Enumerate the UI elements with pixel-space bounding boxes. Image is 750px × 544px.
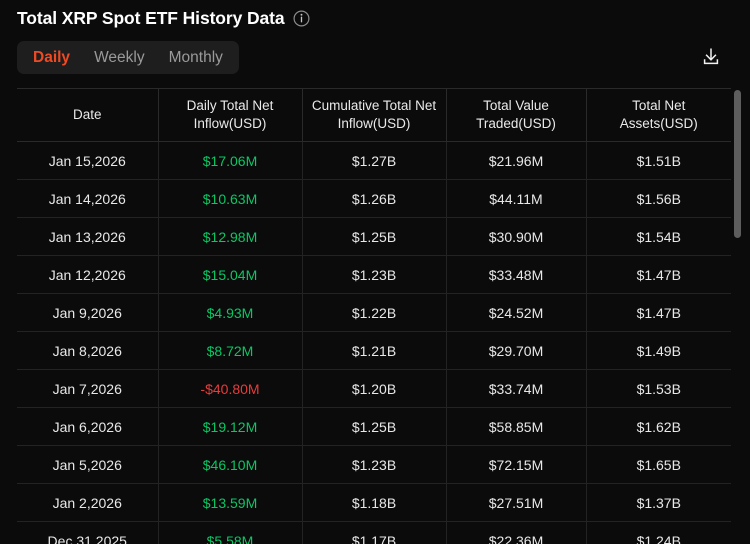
info-circle-icon[interactable] bbox=[293, 10, 311, 28]
tab-daily[interactable]: Daily bbox=[33, 48, 71, 66]
cell-total-net-assets: $1.65B bbox=[586, 445, 731, 484]
cell-total-value-traded: $21.96M bbox=[446, 141, 587, 180]
download-icon bbox=[700, 46, 722, 68]
cell-daily-net-inflow: $8.72M bbox=[158, 331, 303, 370]
cell-cumulative-net-inflow: $1.18B bbox=[302, 483, 447, 522]
cell-cumulative-net-inflow: $1.25B bbox=[302, 407, 447, 446]
table-row[interactable]: Jan 15,2026 $17.06M $1.27B $21.96M $1.51B bbox=[17, 141, 731, 180]
table-row[interactable]: Jan 12,2026 $15.04M $1.23B $33.48M $1.47B bbox=[17, 255, 731, 294]
cell-total-net-assets: $1.51B bbox=[586, 141, 731, 180]
cell-daily-net-inflow: $15.04M bbox=[158, 255, 303, 294]
cell-daily-net-inflow: $12.98M bbox=[158, 217, 303, 256]
column-header-total-net-assets[interactable]: Total Net Assets(USD) bbox=[586, 88, 731, 142]
cell-cumulative-net-inflow: $1.23B bbox=[302, 445, 447, 484]
cell-total-net-assets: $1.37B bbox=[586, 483, 731, 522]
cell-cumulative-net-inflow: $1.27B bbox=[302, 141, 447, 180]
table-row[interactable]: Jan 14,2026 $10.63M $1.26B $44.11M $1.56B bbox=[17, 179, 731, 218]
tab-weekly[interactable]: Weekly bbox=[94, 48, 145, 66]
cell-date: Jan 13,2026 bbox=[17, 217, 159, 256]
vertical-scrollbar[interactable] bbox=[734, 88, 741, 544]
cell-total-net-assets: $1.56B bbox=[586, 179, 731, 218]
cell-cumulative-net-inflow: $1.20B bbox=[302, 369, 447, 408]
table-header-row: Date Daily Total Net Inflow(USD) Cumulat… bbox=[17, 88, 731, 142]
cell-total-net-assets: $1.24B bbox=[586, 521, 731, 544]
table-row[interactable]: Jan 2,2026 $13.59M $1.18B $27.51M $1.37B bbox=[17, 483, 731, 522]
table-header: Date Daily Total Net Inflow(USD) Cumulat… bbox=[17, 88, 731, 142]
cell-total-value-traded: $58.85M bbox=[446, 407, 587, 446]
cell-total-value-traded: $24.52M bbox=[446, 293, 587, 332]
cell-cumulative-net-inflow: $1.22B bbox=[302, 293, 447, 332]
cell-daily-net-inflow: $46.10M bbox=[158, 445, 303, 484]
header: Total XRP Spot ETF History Data bbox=[0, 0, 750, 30]
cell-cumulative-net-inflow: $1.17B bbox=[302, 521, 447, 544]
cell-daily-net-inflow: -$40.80M bbox=[158, 369, 303, 408]
cell-total-value-traded: $27.51M bbox=[446, 483, 587, 522]
page-title: Total XRP Spot ETF History Data bbox=[17, 8, 285, 28]
column-header-total-value-traded[interactable]: Total Value Traded(USD) bbox=[446, 88, 587, 142]
cell-total-net-assets: $1.54B bbox=[586, 217, 731, 256]
cell-date: Jan 14,2026 bbox=[17, 179, 159, 218]
cell-date: Jan 2,2026 bbox=[17, 483, 159, 522]
cell-total-net-assets: $1.62B bbox=[586, 407, 731, 446]
column-header-cumulative-net-inflow[interactable]: Cumulative Total Net Inflow(USD) bbox=[302, 88, 447, 142]
download-button[interactable] bbox=[698, 44, 724, 70]
cell-daily-net-inflow: $13.59M bbox=[158, 483, 303, 522]
cell-total-value-traded: $33.48M bbox=[446, 255, 587, 294]
history-table-container: Date Daily Total Net Inflow(USD) Cumulat… bbox=[17, 88, 731, 544]
column-header-date[interactable]: Date bbox=[17, 88, 159, 142]
scrollbar-thumb[interactable] bbox=[734, 90, 741, 238]
cell-date: Jan 9,2026 bbox=[17, 293, 159, 332]
cell-daily-net-inflow: $5.58M bbox=[158, 521, 303, 544]
table-body: Jan 15,2026 $17.06M $1.27B $21.96M $1.51B Jan… bbox=[17, 141, 731, 544]
table-row[interactable]: Jan 8,2026 $8.72M $1.21B $29.70M $1.49B bbox=[17, 331, 731, 370]
cell-total-value-traded: $72.15M bbox=[446, 445, 587, 484]
cell-total-value-traded: $22.36M bbox=[446, 521, 587, 544]
table-row[interactable]: Jan 6,2026 $19.12M $1.25B $58.85M $1.62B bbox=[17, 407, 731, 446]
table-row[interactable]: Jan 9,2026 $4.93M $1.22B $24.52M $1.47B bbox=[17, 293, 731, 332]
cell-daily-net-inflow: $19.12M bbox=[158, 407, 303, 446]
etf-history-table: Date Daily Total Net Inflow(USD) Cumulat… bbox=[17, 88, 731, 544]
cell-total-value-traded: $29.70M bbox=[446, 331, 587, 370]
cell-total-value-traded: $30.90M bbox=[446, 217, 587, 256]
table-row[interactable]: Dec 31,2025 $5.58M $1.17B $22.36M $1.24B bbox=[17, 521, 731, 544]
tab-monthly[interactable]: Monthly bbox=[168, 48, 223, 66]
cell-date: Jan 15,2026 bbox=[17, 141, 159, 180]
cell-daily-net-inflow: $17.06M bbox=[158, 141, 303, 180]
cell-cumulative-net-inflow: $1.26B bbox=[302, 179, 447, 218]
cell-total-value-traded: $44.11M bbox=[446, 179, 587, 218]
table-row[interactable]: Jan 7,2026 -$40.80M $1.20B $33.74M $1.53B bbox=[17, 369, 731, 408]
cell-total-net-assets: $1.47B bbox=[586, 293, 731, 332]
column-header-daily-net-inflow[interactable]: Daily Total Net Inflow(USD) bbox=[158, 88, 303, 142]
cell-total-value-traded: $33.74M bbox=[446, 369, 587, 408]
cell-cumulative-net-inflow: $1.21B bbox=[302, 331, 447, 370]
toolbar: Daily Weekly Monthly bbox=[0, 39, 750, 75]
table-row[interactable]: Jan 5,2026 $46.10M $1.23B $72.15M $1.65B bbox=[17, 445, 731, 484]
cell-cumulative-net-inflow: $1.23B bbox=[302, 255, 447, 294]
period-tabs: Daily Weekly Monthly bbox=[17, 40, 239, 74]
cell-date: Jan 8,2026 bbox=[17, 331, 159, 370]
cell-cumulative-net-inflow: $1.25B bbox=[302, 217, 447, 256]
cell-date: Jan 12,2026 bbox=[17, 255, 159, 294]
cell-date: Jan 6,2026 bbox=[17, 407, 159, 446]
table-row[interactable]: Jan 13,2026 $12.98M $1.25B $30.90M $1.54B bbox=[17, 217, 731, 256]
cell-date: Jan 5,2026 bbox=[17, 445, 159, 484]
cell-total-net-assets: $1.53B bbox=[586, 369, 731, 408]
cell-total-net-assets: $1.49B bbox=[586, 331, 731, 370]
cell-daily-net-inflow: $4.93M bbox=[158, 293, 303, 332]
cell-total-net-assets: $1.47B bbox=[586, 255, 731, 294]
cell-date: Jan 7,2026 bbox=[17, 369, 159, 408]
cell-daily-net-inflow: $10.63M bbox=[158, 179, 303, 218]
cell-date: Dec 31,2025 bbox=[17, 521, 159, 544]
